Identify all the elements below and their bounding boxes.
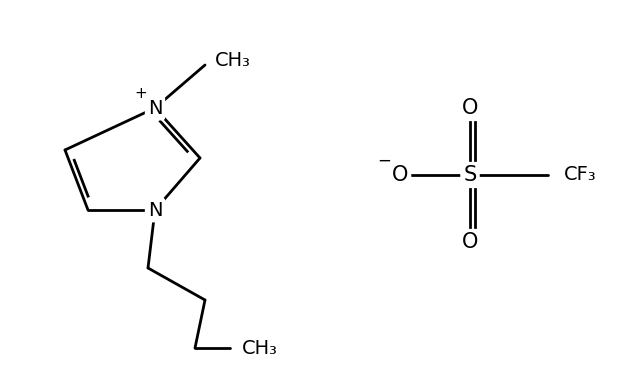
Text: O: O — [462, 232, 478, 252]
Text: −: − — [377, 152, 391, 170]
Text: CH₃: CH₃ — [242, 339, 278, 357]
Text: N: N — [148, 98, 163, 118]
Text: O: O — [392, 165, 408, 185]
Text: S: S — [463, 165, 477, 185]
Text: O: O — [462, 98, 478, 118]
Text: CH₃: CH₃ — [215, 50, 251, 70]
Text: N: N — [148, 201, 163, 219]
Text: +: + — [134, 87, 147, 101]
Text: CF₃: CF₃ — [564, 165, 596, 185]
